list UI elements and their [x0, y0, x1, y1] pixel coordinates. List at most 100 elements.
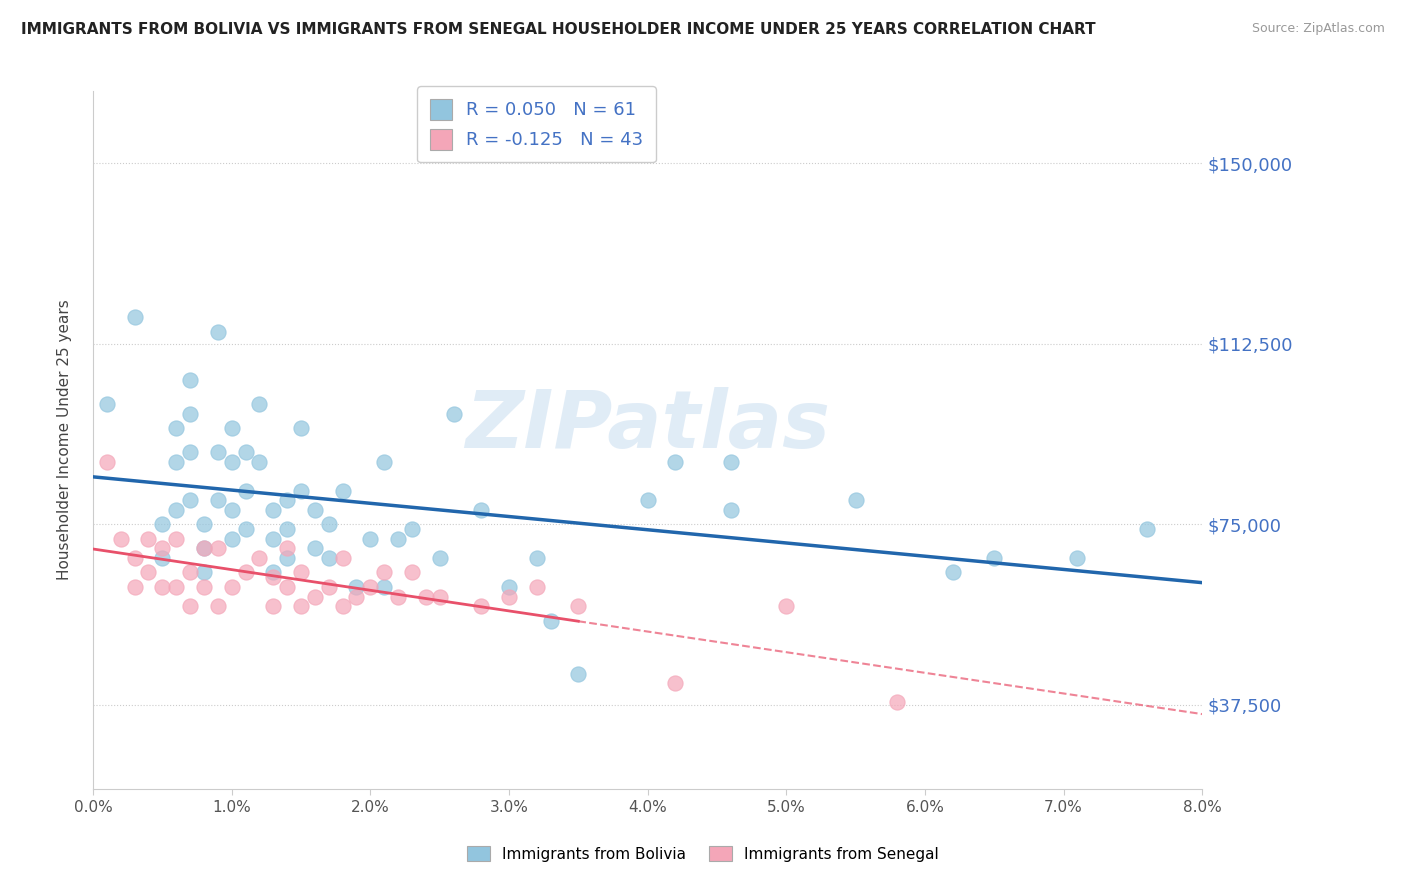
Point	[415, 590, 437, 604]
Point	[247, 455, 270, 469]
Point	[290, 599, 312, 614]
Point	[235, 483, 257, 498]
Point	[664, 455, 686, 469]
Point	[150, 541, 173, 556]
Point	[720, 503, 742, 517]
Point	[567, 599, 589, 614]
Legend: Immigrants from Bolivia, Immigrants from Senegal: Immigrants from Bolivia, Immigrants from…	[458, 837, 948, 871]
Point	[332, 483, 354, 498]
Point	[96, 455, 118, 469]
Point	[373, 455, 395, 469]
Point	[247, 397, 270, 411]
Point	[332, 551, 354, 566]
Point	[346, 580, 368, 594]
Point	[235, 445, 257, 459]
Text: IMMIGRANTS FROM BOLIVIA VS IMMIGRANTS FROM SENEGAL HOUSEHOLDER INCOME UNDER 25 Y: IMMIGRANTS FROM BOLIVIA VS IMMIGRANTS FR…	[21, 22, 1095, 37]
Point	[318, 551, 340, 566]
Point	[775, 599, 797, 614]
Point	[124, 551, 146, 566]
Point	[124, 310, 146, 325]
Legend: R = 0.050   N = 61, R = -0.125   N = 43: R = 0.050 N = 61, R = -0.125 N = 43	[418, 87, 657, 162]
Point	[720, 455, 742, 469]
Point	[318, 580, 340, 594]
Point	[221, 421, 243, 435]
Point	[290, 566, 312, 580]
Point	[886, 696, 908, 710]
Y-axis label: Householder Income Under 25 years: Householder Income Under 25 years	[58, 300, 72, 581]
Point	[247, 551, 270, 566]
Point	[290, 421, 312, 435]
Point	[165, 421, 187, 435]
Point	[179, 373, 201, 387]
Point	[526, 551, 548, 566]
Point	[150, 517, 173, 532]
Point	[373, 580, 395, 594]
Point	[262, 532, 284, 546]
Point	[276, 580, 298, 594]
Point	[235, 566, 257, 580]
Point	[207, 445, 229, 459]
Point	[262, 599, 284, 614]
Point	[470, 599, 492, 614]
Point	[193, 517, 215, 532]
Point	[540, 614, 562, 628]
Text: Source: ZipAtlas.com: Source: ZipAtlas.com	[1251, 22, 1385, 36]
Point	[193, 541, 215, 556]
Point	[207, 599, 229, 614]
Point	[359, 580, 381, 594]
Point	[443, 407, 465, 421]
Point	[221, 455, 243, 469]
Point	[235, 522, 257, 536]
Point	[637, 493, 659, 508]
Point	[942, 566, 965, 580]
Point	[304, 590, 326, 604]
Point	[429, 551, 451, 566]
Point	[290, 483, 312, 498]
Point	[983, 551, 1005, 566]
Point	[276, 522, 298, 536]
Point	[124, 580, 146, 594]
Point	[1136, 522, 1159, 536]
Point	[96, 397, 118, 411]
Point	[110, 532, 132, 546]
Point	[150, 551, 173, 566]
Point	[165, 532, 187, 546]
Point	[567, 666, 589, 681]
Point	[664, 676, 686, 690]
Point	[845, 493, 868, 508]
Point	[207, 541, 229, 556]
Point	[359, 532, 381, 546]
Point	[179, 493, 201, 508]
Point	[207, 325, 229, 339]
Point	[401, 566, 423, 580]
Point	[387, 590, 409, 604]
Point	[304, 541, 326, 556]
Point	[165, 503, 187, 517]
Point	[276, 541, 298, 556]
Point	[262, 566, 284, 580]
Point	[262, 503, 284, 517]
Point	[138, 566, 160, 580]
Point	[179, 566, 201, 580]
Point	[262, 570, 284, 584]
Point	[221, 580, 243, 594]
Point	[179, 445, 201, 459]
Point	[498, 580, 520, 594]
Point	[526, 580, 548, 594]
Point	[179, 599, 201, 614]
Point	[318, 517, 340, 532]
Point	[276, 551, 298, 566]
Point	[387, 532, 409, 546]
Point	[401, 522, 423, 536]
Point	[138, 532, 160, 546]
Point	[193, 541, 215, 556]
Point	[193, 566, 215, 580]
Point	[332, 599, 354, 614]
Point	[150, 580, 173, 594]
Point	[304, 503, 326, 517]
Point	[498, 590, 520, 604]
Point	[429, 590, 451, 604]
Point	[276, 493, 298, 508]
Point	[373, 566, 395, 580]
Point	[346, 590, 368, 604]
